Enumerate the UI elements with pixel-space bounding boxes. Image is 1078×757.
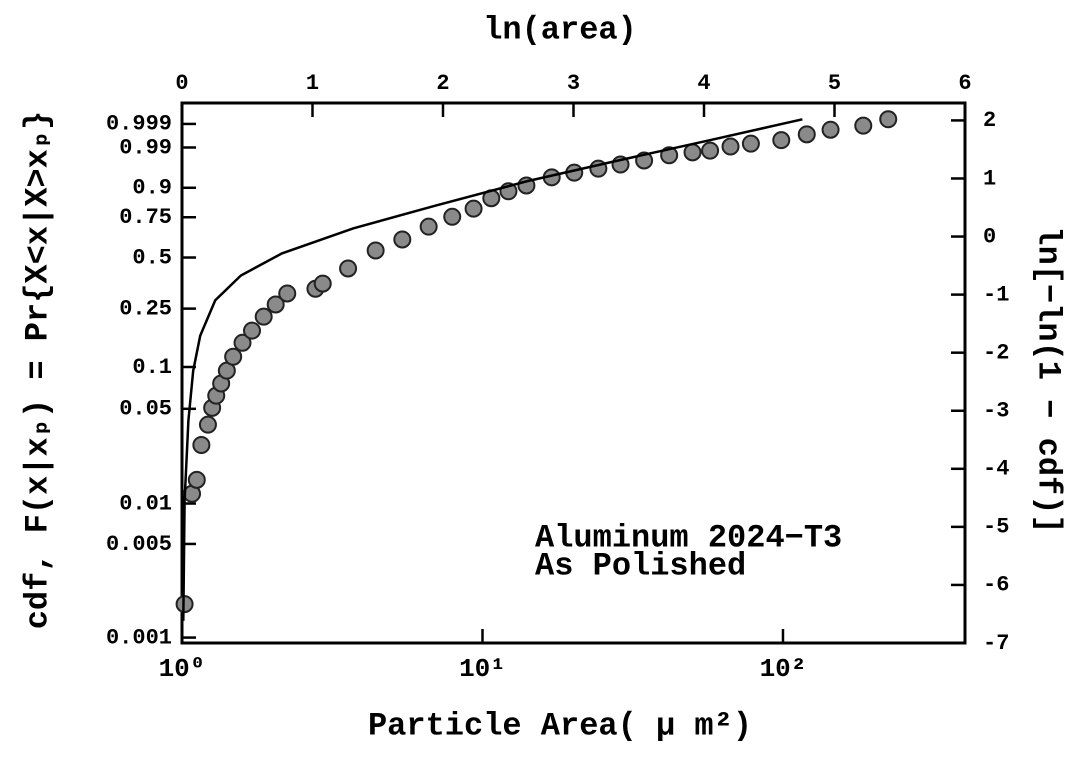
y-tick-label: 0.05	[119, 397, 172, 422]
data-point	[192, 436, 211, 454]
x2-tick-label: 0	[175, 71, 188, 96]
data-point	[419, 217, 438, 236]
y2-tick-label: -4	[983, 457, 1009, 482]
data-point	[339, 259, 358, 278]
top-axis-label: ln(area)	[483, 11, 637, 48]
y-axis-label: cdf, F(x|xₚ) = Pr{X<x|X>xₚ}	[19, 111, 56, 630]
y2-tick-label: -1	[983, 282, 1009, 307]
y2-tick-label: -2	[983, 340, 1009, 365]
y-tick-label: 0.5	[132, 245, 172, 270]
y-tick-label: 0.9	[132, 176, 172, 201]
x-tick-label: 10²	[760, 654, 807, 684]
x2-tick-label: 3	[567, 71, 580, 96]
x-axis-label: Particle Area( μ m²)	[368, 707, 752, 744]
data-point	[198, 415, 217, 434]
x2-tick-label: 5	[828, 71, 841, 96]
annotation: As Polished	[535, 547, 746, 584]
data-point	[254, 307, 273, 326]
data-point	[233, 333, 252, 352]
data-point	[266, 295, 285, 314]
y2-tick-label: -6	[983, 573, 1009, 598]
y-tick-label: 0.001	[106, 625, 172, 650]
data-point	[772, 131, 791, 150]
y-tick-label: 0.01	[119, 491, 172, 516]
data-point	[701, 141, 720, 160]
data-point	[821, 120, 840, 139]
data-point	[366, 241, 385, 260]
data-point	[683, 143, 702, 162]
y2-tick-label: 0	[983, 224, 996, 249]
y2-tick-label: 1	[983, 166, 996, 191]
y2-tick-label: -5	[983, 515, 1009, 540]
y2-tick-label: -7	[983, 631, 1009, 656]
data-point	[721, 137, 740, 156]
data-point	[854, 116, 873, 135]
y-tick-label: 0.75	[119, 205, 172, 230]
fit-line	[182, 118, 803, 621]
y2-tick-label: 2	[983, 108, 996, 133]
data-point	[243, 321, 262, 340]
data-point	[879, 110, 898, 129]
x2-tick-label: 1	[306, 71, 319, 96]
data-point	[797, 125, 816, 144]
y-tick-label: 0.005	[106, 532, 172, 557]
y-tick-label: 0.999	[106, 112, 172, 137]
data-point	[443, 207, 462, 226]
x2-tick-label: 6	[958, 71, 971, 96]
y-tick-label: 0.25	[119, 296, 172, 321]
y-tick-label: 0.1	[132, 355, 172, 380]
data-point	[741, 134, 760, 153]
y2-axis-label: ln[−ln(1 − cdf)]	[1030, 226, 1067, 533]
data-point	[393, 230, 412, 249]
y2-tick-label: -3	[983, 399, 1009, 424]
data-point	[464, 199, 483, 218]
annotation: Aluminum 2024−T3	[535, 519, 842, 556]
data-point	[278, 284, 297, 303]
data-point	[224, 347, 243, 366]
data-point	[313, 274, 332, 293]
x2-tick-label: 2	[436, 71, 449, 96]
y-tick-label: 0.99	[119, 135, 172, 160]
x-tick-label: 10⁰	[159, 654, 206, 684]
x-tick-label: 10¹	[459, 654, 506, 684]
data-point	[187, 470, 206, 489]
x2-tick-label: 4	[697, 71, 710, 96]
